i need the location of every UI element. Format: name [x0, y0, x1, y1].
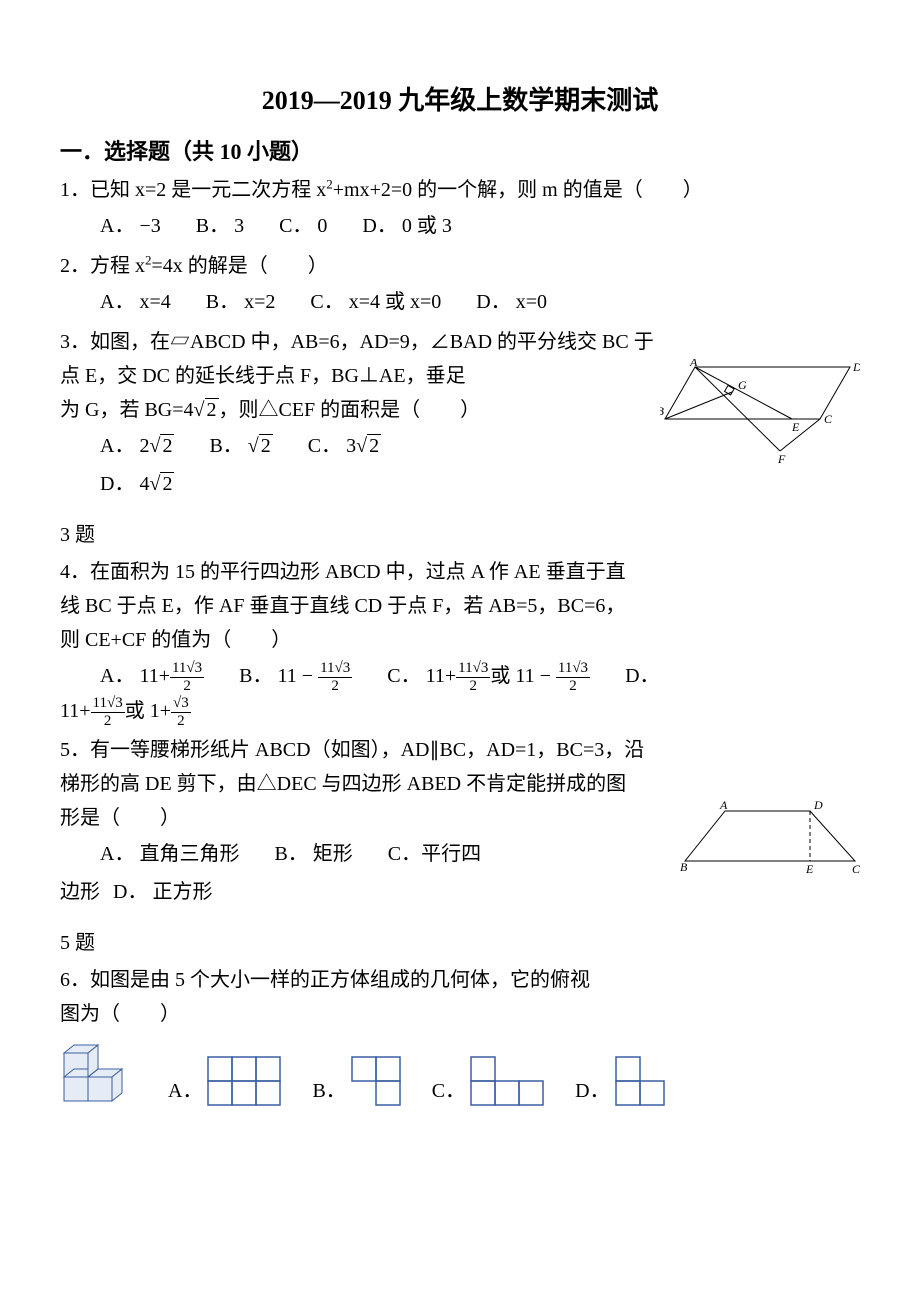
q1-options: A． −3 B． 3 C． 0 D． 0 或 3 — [60, 207, 860, 245]
q5-label: 5 题 — [60, 927, 860, 959]
q2-opt-a: A． x=4 — [100, 283, 171, 321]
svg-text:E: E — [791, 420, 800, 434]
q6-opt-a-wrap: A． — [168, 1055, 284, 1107]
q3-line1: 3．如图，在▱ABCD 中，AB=6，AD=9，∠BAD 的平分线交 BC 于 — [60, 325, 860, 359]
q5-opt-d: D． 正方形 — [113, 873, 212, 911]
question-3: 3．如图，在▱ABCD 中，AB=6，AD=9，∠BAD 的平分线交 BC 于 … — [60, 325, 860, 503]
q5-opt-c2: 边形 — [60, 881, 100, 903]
svg-text:B: B — [660, 404, 665, 418]
svg-text:D: D — [813, 801, 823, 812]
q3-opt-d: D． 42 — [100, 465, 174, 503]
q4-opt-b: B． 11 − 11√32 — [239, 657, 352, 695]
q6-opt-c-label: C． — [432, 1075, 465, 1107]
q2-options: A． x=4 B． x=2 C． x=4 或 x=0 D． x=0 — [60, 283, 860, 321]
q2-opt-d: D． x=0 — [476, 283, 547, 321]
q4-line1: 4．在面积为 15 的平行四边形 ABCD 中，过点 A 作 AE 垂直于直 — [60, 555, 860, 589]
q1-opt-b: B． 3 — [196, 207, 244, 245]
q6-opt-c-fig — [469, 1055, 547, 1107]
svg-text:A: A — [719, 801, 728, 812]
q6-opt-b-wrap: B． — [312, 1055, 403, 1107]
q1-opt-a: A． −3 — [100, 207, 161, 245]
q4-opt-c: C． 11+11√32或 11 − 11√32 — [387, 657, 590, 695]
page-title: 2019—2019 九年级上数学期末测试 — [60, 80, 860, 122]
q4-line3: 则 CE+CF 的值为（ ） — [60, 623, 860, 657]
q3-opt-c: C． 32 — [308, 427, 381, 465]
q1-opt-d: D． 0 或 3 — [362, 207, 451, 245]
q6-line2: 图为（ ） — [60, 997, 860, 1031]
q1-text-a: 1．已知 x=2 是一元二次方程 x — [60, 179, 326, 201]
q6-opt-c-wrap: C． — [432, 1055, 547, 1107]
svg-text:G: G — [738, 378, 747, 392]
q6-opt-d-wrap: D． — [575, 1055, 667, 1107]
q4-opt-a: A． 11+11√32 — [100, 657, 204, 695]
q5-figure: A D B E C — [680, 801, 860, 876]
q5-opt-b: B． 矩形 — [274, 835, 352, 873]
question-6: 6．如图是由 5 个大小一样的正方体组成的几何体，它的俯视 图为（ ） A． — [60, 963, 860, 1107]
q6-line1: 6．如图是由 5 个大小一样的正方体组成的几何体，它的俯视 — [60, 963, 860, 997]
section-header: 一．选择题（共 10 小题） — [60, 134, 860, 169]
q2-text-b: =4x 的解是（ ） — [152, 255, 328, 277]
q6-opt-a-label: A． — [168, 1075, 202, 1107]
q3-figure: A D B C E F G — [660, 359, 860, 469]
q4-opt-d: D． — [625, 657, 659, 695]
q3-opt-b: B． 2 — [209, 427, 272, 465]
q6-solid — [60, 1039, 140, 1107]
q2-text: 2．方程 x2=4x 的解是（ ） — [60, 249, 860, 283]
q4-line4: 11+11√32或 1+√32 — [60, 695, 860, 729]
q4-options: A． 11+11√32 B． 11 − 11√32 C． 11+11√32或 1… — [60, 657, 860, 695]
q4-line2: 线 BC 于点 E，作 AF 垂直于直线 CD 于点 F，若 AB=5，BC=6… — [60, 589, 860, 623]
q3-opt-a: A． 22 — [100, 427, 174, 465]
q5-line1: 5．有一等腰梯形纸片 ABCD（如图），AD∥BC，AD=1，BC=3，沿 — [60, 733, 860, 767]
q6-opt-d-fig — [614, 1055, 668, 1107]
q3-line3a: 为 G，若 BG=4 — [60, 399, 194, 421]
q2-text-a: 2．方程 x — [60, 255, 145, 277]
q3-line3b: ，则△CEF 的面积是（ ） — [219, 399, 481, 421]
q3-label: 3 题 — [60, 519, 860, 551]
q6-opt-a-fig — [206, 1055, 284, 1107]
q6-opt-d-label: D． — [575, 1075, 609, 1107]
svg-text:D: D — [852, 360, 860, 374]
question-2: 2．方程 x2=4x 的解是（ ） A． x=4 B． x=2 C． x=4 或… — [60, 249, 860, 321]
q1-text: 1．已知 x=2 是一元二次方程 x2+mx+2=0 的一个解，则 m 的值是（… — [60, 173, 860, 207]
svg-text:E: E — [805, 862, 814, 876]
question-4: 4．在面积为 15 的平行四边形 ABCD 中，过点 A 作 AE 垂直于直 线… — [60, 555, 860, 729]
q6-opt-b-fig — [350, 1055, 404, 1107]
q1-text-b: +mx+2=0 的一个解，则 m 的值是（ ） — [333, 179, 703, 201]
q6-figures: A． B． — [60, 1039, 860, 1107]
q5-line2: 梯形的高 DE 剪下，由△DEC 与四边形 ABED 不肯定能拼成的图 — [60, 767, 860, 801]
svg-text:B: B — [680, 860, 688, 874]
question-5: 5．有一等腰梯形纸片 ABCD（如图），AD∥BC，AD=1，BC=3，沿 梯形… — [60, 733, 860, 911]
svg-text:C: C — [852, 862, 860, 876]
q1-opt-c: C． 0 — [279, 207, 327, 245]
q5-opt-c: C．平行四 — [388, 835, 481, 873]
q5-opt-a: A． 直角三角形 — [100, 835, 239, 873]
svg-text:C: C — [824, 412, 833, 426]
q6-opt-b-label: B． — [312, 1075, 345, 1107]
q2-opt-c: C． x=4 或 x=0 — [310, 283, 441, 321]
svg-text:F: F — [777, 452, 786, 466]
q2-opt-b: B． x=2 — [206, 283, 276, 321]
q3-sqrt-bg: 2 — [194, 393, 219, 427]
svg-text:A: A — [689, 359, 698, 369]
question-1: 1．已知 x=2 是一元二次方程 x2+mx+2=0 的一个解，则 m 的值是（… — [60, 173, 860, 245]
